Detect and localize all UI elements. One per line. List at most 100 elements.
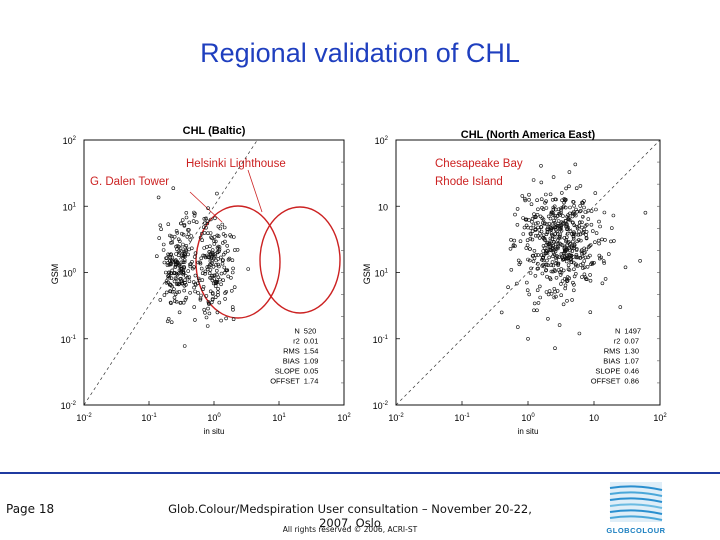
data-point bbox=[551, 213, 556, 217]
data-point bbox=[555, 229, 559, 234]
data-point bbox=[544, 262, 549, 267]
data-point bbox=[167, 262, 172, 267]
data-point bbox=[578, 208, 583, 213]
data-point bbox=[559, 293, 564, 298]
data-point bbox=[230, 305, 235, 309]
data-point bbox=[535, 308, 539, 313]
data-point bbox=[560, 279, 565, 283]
tick-label: 10 bbox=[589, 413, 599, 423]
data-point bbox=[184, 215, 189, 220]
data-point bbox=[521, 216, 525, 220]
data-point bbox=[232, 285, 237, 290]
data-point bbox=[221, 241, 225, 245]
data-point bbox=[192, 214, 197, 218]
data-point bbox=[165, 263, 170, 267]
data-point bbox=[218, 226, 223, 231]
data-point bbox=[565, 222, 569, 227]
data-point bbox=[214, 239, 218, 244]
data-point bbox=[597, 241, 601, 246]
data-point bbox=[638, 258, 642, 263]
data-point bbox=[544, 268, 548, 273]
data-point bbox=[536, 234, 540, 238]
data-point bbox=[584, 230, 589, 234]
data-point bbox=[209, 235, 213, 240]
data-point bbox=[206, 301, 211, 306]
data-point bbox=[193, 318, 197, 322]
data-point bbox=[566, 241, 570, 245]
highlight-ellipse bbox=[195, 205, 281, 319]
data-point bbox=[572, 282, 576, 287]
data-point bbox=[539, 180, 544, 185]
data-point bbox=[593, 240, 597, 244]
data-point bbox=[553, 346, 557, 351]
data-point bbox=[582, 251, 586, 255]
data-point bbox=[571, 211, 575, 216]
data-point bbox=[221, 252, 226, 257]
data-point bbox=[543, 192, 548, 197]
data-point bbox=[574, 263, 578, 268]
data-point bbox=[169, 276, 174, 281]
data-point bbox=[536, 207, 540, 212]
tick-label: 102 bbox=[63, 136, 77, 146]
data-point bbox=[162, 293, 167, 297]
data-point bbox=[571, 260, 576, 265]
data-point bbox=[171, 186, 176, 190]
data-point bbox=[609, 239, 613, 244]
data-point bbox=[226, 249, 230, 253]
data-point bbox=[217, 264, 221, 269]
data-point bbox=[564, 186, 568, 191]
data-point bbox=[211, 273, 216, 278]
tick-label: 101 bbox=[63, 202, 77, 212]
data-point bbox=[574, 253, 579, 257]
data-point bbox=[580, 200, 584, 205]
data-point bbox=[180, 266, 184, 271]
data-point bbox=[535, 288, 540, 293]
data-point bbox=[202, 225, 206, 229]
data-point bbox=[200, 271, 205, 276]
data-point bbox=[229, 234, 233, 239]
data-point bbox=[552, 235, 557, 239]
data-point bbox=[527, 292, 532, 297]
globcolour-logo-icon: GLOBCOLOUR bbox=[606, 482, 665, 535]
data-point bbox=[578, 238, 583, 243]
stat-label: BIAS bbox=[283, 356, 300, 365]
data-point bbox=[553, 207, 558, 212]
data-point bbox=[157, 236, 161, 240]
data-point bbox=[169, 252, 173, 257]
data-point bbox=[172, 234, 177, 239]
data-point bbox=[557, 226, 562, 231]
data-point bbox=[156, 195, 161, 200]
data-point bbox=[220, 222, 225, 227]
stat-label: r2 bbox=[293, 336, 300, 345]
data-point bbox=[186, 269, 190, 273]
data-point bbox=[537, 236, 542, 240]
data-point bbox=[182, 264, 186, 269]
data-point bbox=[547, 240, 552, 245]
data-point bbox=[219, 255, 223, 260]
data-point bbox=[533, 233, 538, 238]
data-point bbox=[215, 280, 220, 285]
tick-label: 100 bbox=[521, 413, 535, 423]
x-axis-label: in situ bbox=[518, 427, 539, 436]
data-point bbox=[571, 200, 575, 204]
data-point bbox=[523, 198, 528, 203]
data-point bbox=[618, 305, 623, 309]
data-point bbox=[196, 281, 200, 286]
data-point bbox=[175, 290, 179, 295]
data-point bbox=[211, 264, 216, 269]
data-point bbox=[582, 227, 586, 232]
data-point bbox=[208, 275, 212, 280]
data-point bbox=[209, 276, 214, 280]
data-point bbox=[170, 255, 175, 260]
data-point bbox=[567, 253, 572, 257]
data-point bbox=[167, 282, 172, 287]
data-point bbox=[550, 260, 555, 264]
data-point bbox=[182, 288, 186, 293]
data-point bbox=[525, 288, 530, 293]
data-point bbox=[204, 225, 208, 230]
data-point bbox=[183, 278, 187, 283]
data-point bbox=[175, 247, 179, 251]
data-point bbox=[536, 220, 540, 225]
data-point bbox=[187, 228, 191, 232]
data-point bbox=[603, 277, 608, 281]
